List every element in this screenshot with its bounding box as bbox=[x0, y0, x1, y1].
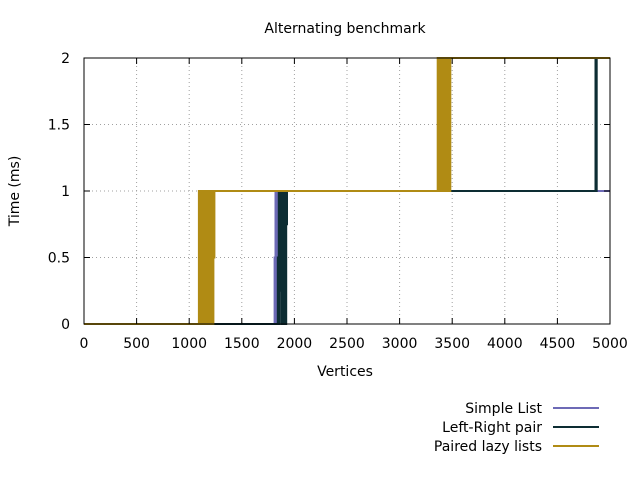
x-tick-label: 2000 bbox=[277, 336, 313, 352]
x-axis-label: Vertices bbox=[317, 364, 373, 380]
y-tick-label: 0.5 bbox=[48, 251, 70, 267]
x-tick-label: 1000 bbox=[171, 336, 207, 352]
series-line-paired-lazy-lists bbox=[84, 57, 610, 325]
y-tick-label: 1.5 bbox=[48, 118, 70, 134]
y-axis-label: Time (ms) bbox=[7, 156, 23, 228]
x-tick-label: 5000 bbox=[592, 336, 628, 352]
x-tick-label: 500 bbox=[123, 336, 150, 352]
x-tick-label: 4500 bbox=[540, 336, 576, 352]
legend: Simple List Left-Right pair Paired lazy li… bbox=[434, 401, 599, 455]
x-tick-label: 1500 bbox=[224, 336, 260, 352]
x-tick-label: 4000 bbox=[487, 336, 523, 352]
y-tick-label: 1 bbox=[61, 184, 70, 200]
axis-ticks: 0 500 1000 1500 2000 2500 3000 3500 4000 4500 5000… bbox=[48, 51, 628, 352]
legend-label-simple-list: Simple List bbox=[465, 401, 542, 417]
legend-label-left-right-pair: Left-Right pair bbox=[442, 420, 542, 436]
x-tick-label: 2500 bbox=[329, 336, 365, 352]
series-group bbox=[84, 57, 610, 325]
legend-label-paired-lazy-lists: Paired lazy lists bbox=[434, 439, 542, 455]
y-tick-label: 2 bbox=[61, 51, 70, 67]
x-tick-label: 3500 bbox=[434, 336, 470, 352]
chart-title: Alternating benchmark bbox=[264, 21, 426, 37]
y-tick-label: 0 bbox=[61, 317, 70, 333]
x-tick-label: 3000 bbox=[382, 336, 418, 352]
x-tick-label: 0 bbox=[80, 336, 89, 352]
